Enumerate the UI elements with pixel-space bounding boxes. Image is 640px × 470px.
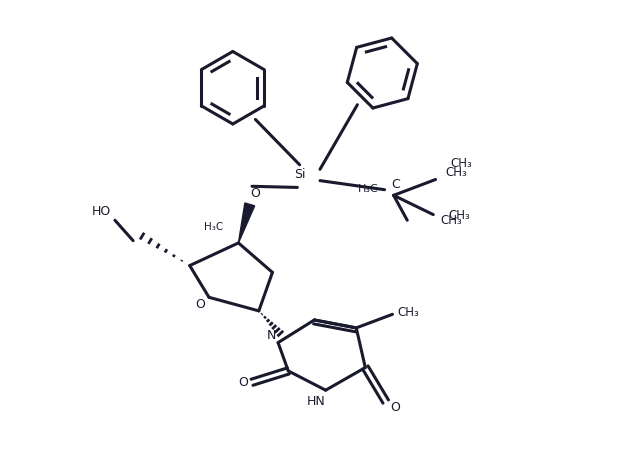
- Text: N: N: [267, 329, 276, 342]
- Text: CH₃: CH₃: [445, 166, 467, 179]
- Text: C: C: [392, 178, 400, 190]
- Text: Si: Si: [294, 168, 305, 181]
- Text: O: O: [195, 298, 205, 311]
- Text: CH₃: CH₃: [440, 214, 462, 227]
- Text: HN: HN: [307, 395, 326, 408]
- Text: CH₃: CH₃: [449, 209, 470, 222]
- Text: O: O: [250, 187, 260, 200]
- Text: H₃C: H₃C: [204, 222, 223, 232]
- Text: CH₃: CH₃: [397, 306, 419, 319]
- Text: HO: HO: [92, 205, 111, 218]
- Text: H₃C: H₃C: [358, 184, 379, 194]
- Text: O: O: [390, 401, 400, 414]
- Text: O: O: [238, 376, 248, 389]
- Text: CH₃: CH₃: [451, 157, 472, 170]
- Polygon shape: [239, 203, 255, 243]
